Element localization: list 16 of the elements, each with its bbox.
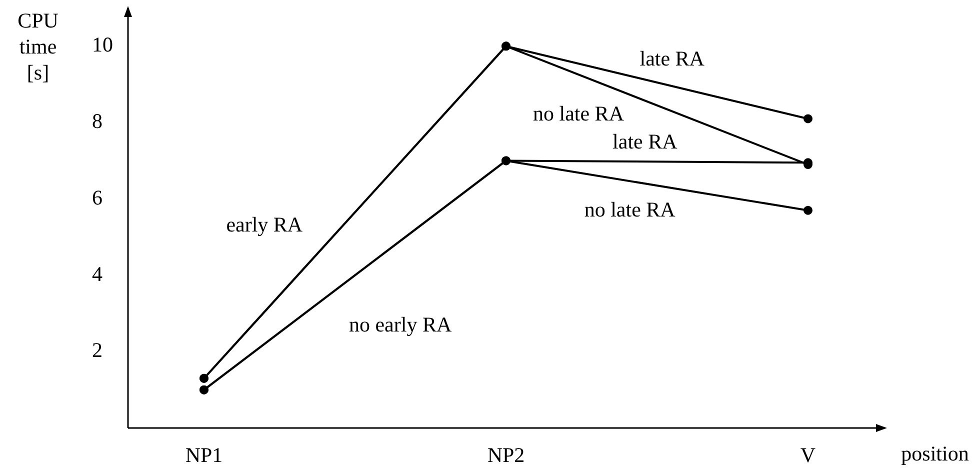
y-tick-label: 10 <box>92 32 113 57</box>
annotation: no late RA <box>532 102 625 126</box>
x-axis-title: position <box>901 442 970 466</box>
x-tick-label: V <box>800 443 816 468</box>
y-axis-title: CPU time [s] <box>18 8 58 85</box>
x-tick-label: NP2 <box>487 443 525 468</box>
annotation: late RA <box>612 130 678 154</box>
y-tick-label: 2 <box>92 338 102 362</box>
annotation: no early RA <box>348 312 452 337</box>
y-tick-label: 6 <box>92 185 102 210</box>
annotation: no late RA <box>584 198 676 222</box>
annotation: late RA <box>640 46 706 71</box>
annotation: early RA <box>226 212 304 237</box>
y-tick-label: 4 <box>92 262 103 286</box>
x-tick-label: NP1 <box>185 443 223 468</box>
y-tick-label: 8 <box>92 109 102 134</box>
